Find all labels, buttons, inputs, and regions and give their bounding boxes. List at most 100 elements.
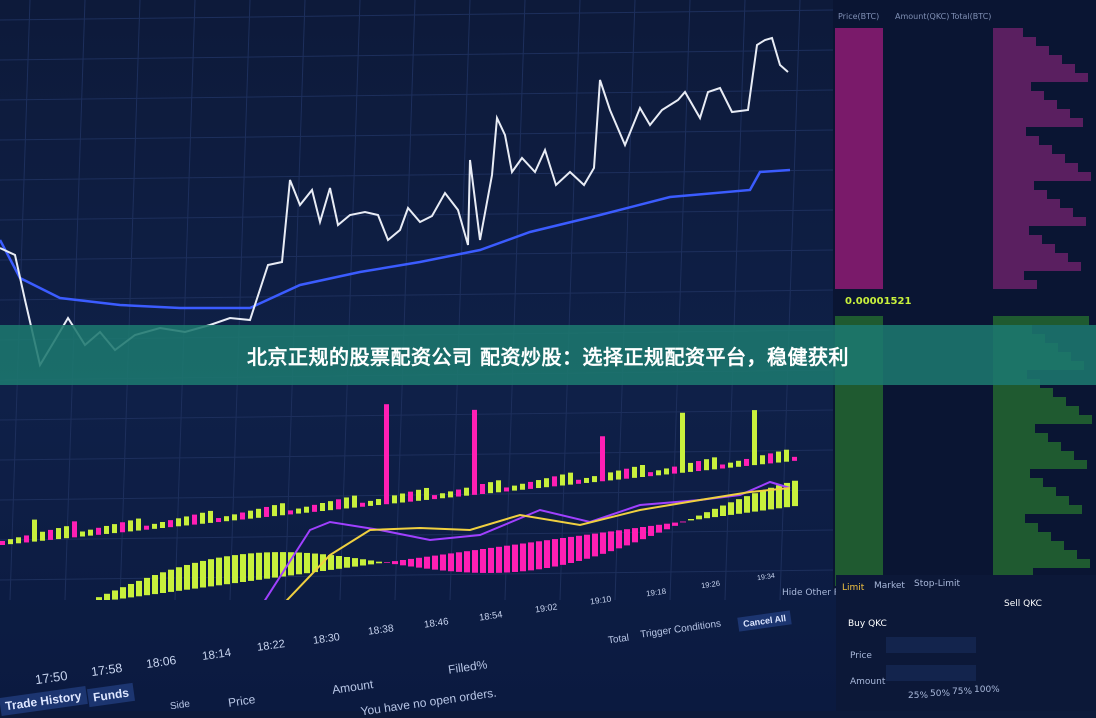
macd-bar [184, 564, 190, 590]
volume-bar [448, 491, 453, 498]
macd-bar [448, 553, 454, 572]
volume-bar [744, 458, 749, 466]
tab-limit[interactable]: Limit [842, 583, 865, 593]
tab-trade-history[interactable]: Trade History [0, 686, 88, 716]
order-book-cell [893, 55, 933, 64]
grid-line [0, 409, 833, 421]
volume-bar [736, 460, 741, 467]
time-label: 18:22 [256, 638, 286, 654]
percent-25[interactable]: 25% [908, 691, 929, 701]
order-book-cell [835, 217, 883, 226]
macd-bar [792, 480, 798, 507]
order-book-cell [835, 406, 883, 415]
order-book-cell [945, 118, 985, 127]
grid-line [0, 449, 833, 461]
order-book-cell [945, 514, 985, 523]
hide-other-pairs-checkbox[interactable]: Hide Other Pairs [782, 588, 856, 598]
grid-line [779, 0, 801, 600]
macd-bar [688, 518, 694, 521]
order-book-cell [993, 172, 1091, 181]
macd-bar [176, 567, 182, 591]
order-book-cell [945, 460, 985, 469]
order-book-cell [945, 505, 985, 514]
volume-bar [432, 495, 437, 500]
order-book-cell [993, 496, 1069, 505]
order-book-cell [993, 559, 1090, 568]
time-label: 19:02 [533, 600, 558, 615]
macd-bar [672, 522, 678, 526]
macd-bar [368, 560, 374, 565]
order-book-cell [835, 55, 883, 64]
order-book-cell [945, 199, 985, 208]
order-book-cell [835, 280, 883, 289]
volume-bar [704, 459, 709, 471]
buy-amount-input[interactable] [886, 665, 976, 681]
tab-stop-limit[interactable]: Stop-Limit [914, 579, 961, 589]
tab-funds[interactable]: Funds [86, 682, 136, 708]
order-book-cell [835, 64, 883, 73]
percent-100[interactable]: 100% [974, 685, 1000, 695]
macd-bar [352, 558, 358, 567]
order-book-cell [993, 55, 1062, 64]
macd-bar [720, 505, 726, 516]
order-book-cell [835, 154, 883, 163]
volume-bar [560, 474, 565, 486]
macd-bar [608, 531, 614, 552]
order-book-cell [993, 406, 1079, 415]
order-book-cell [993, 181, 1034, 190]
macd-bar [568, 536, 574, 563]
order-book-cell [993, 460, 1087, 469]
volume-bar [776, 451, 781, 463]
volume-bar [616, 470, 621, 480]
order-book-cell [993, 478, 1043, 487]
buy-price-input[interactable] [886, 637, 976, 653]
percent-50[interactable]: 50% [930, 689, 951, 699]
cancel-all-button[interactable]: Cancel All [737, 610, 792, 632]
volume-bar [632, 466, 637, 478]
order-book-cell [993, 280, 1037, 289]
macd-bar [304, 552, 310, 574]
order-book-cell [945, 136, 985, 145]
order-book-cell [945, 388, 985, 397]
order-book-cell [945, 163, 985, 172]
order-book-cell [835, 424, 883, 433]
order-book-cell [993, 28, 1023, 37]
order-book-cell [835, 478, 883, 487]
order-book-cell [945, 442, 985, 451]
macd-bar [392, 561, 398, 565]
price-chart[interactable] [0, 0, 833, 600]
time-label: 17:50 [34, 667, 69, 688]
volume-bar [464, 487, 469, 496]
percent-75[interactable]: 75% [952, 687, 973, 697]
order-book-cell [835, 415, 883, 424]
order-book-cell [945, 109, 985, 118]
order-book-cell [945, 244, 985, 253]
order-book-cell [993, 550, 1077, 559]
order-book-cell [835, 46, 883, 55]
macd-bar [112, 590, 118, 600]
order-book-cell [893, 406, 933, 415]
order-book-cell [893, 388, 933, 397]
volume-bar [592, 476, 597, 483]
no-open-orders-message: You have no open orders. [359, 685, 498, 718]
macd-bar [424, 556, 430, 569]
volume-bar [64, 526, 69, 539]
grid-line [614, 0, 636, 600]
order-book-cell [993, 91, 1044, 100]
volume-bar [424, 487, 429, 500]
volume-bar [152, 523, 157, 529]
order-book-cell [993, 163, 1078, 172]
macd-bar [736, 499, 742, 514]
order-book-cell [993, 316, 1089, 325]
tab-market[interactable]: Market [874, 581, 905, 591]
order-book-cell [893, 145, 933, 154]
order-book-cell [835, 442, 883, 451]
macd-bar [208, 559, 214, 587]
order-book-cell [893, 82, 933, 91]
order-book-cell [893, 37, 933, 46]
order-book-cell [893, 550, 933, 559]
volume-bar [176, 518, 181, 527]
order-book-cell [945, 154, 985, 163]
order-book-cell [893, 280, 933, 289]
order-book-cell [993, 253, 1068, 262]
